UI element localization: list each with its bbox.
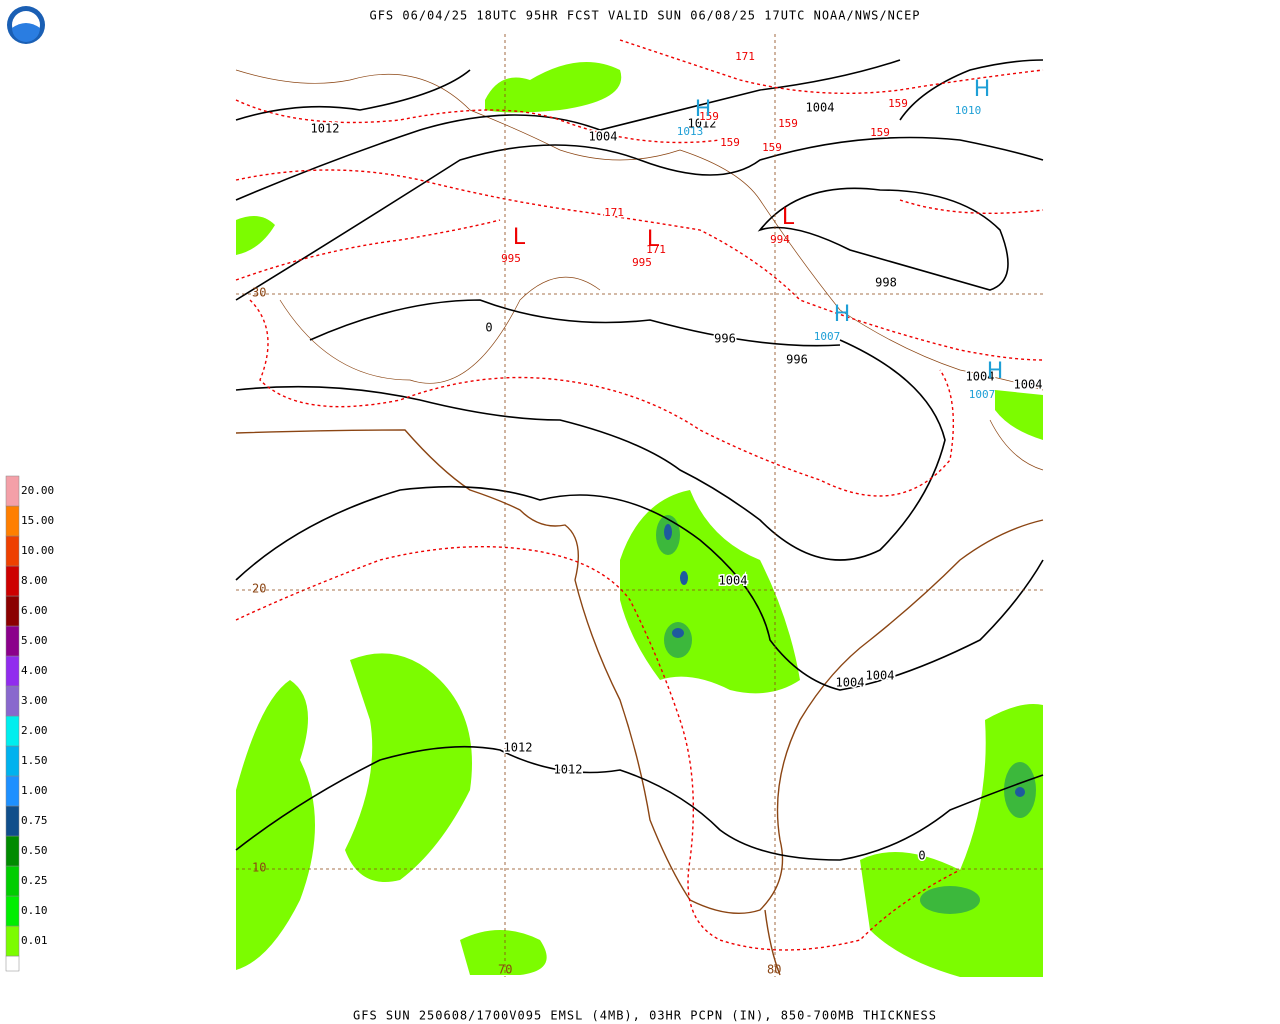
legend-label: 1.00: [21, 784, 48, 797]
legend-swatch: [5, 595, 20, 627]
high-value: 1010: [955, 104, 982, 117]
legend-label: 2.00: [21, 724, 48, 737]
high-value: 1007: [969, 388, 996, 401]
thickness-label: 159: [762, 141, 782, 154]
legend-label: 0.25: [21, 874, 48, 887]
legend-label: 0.75: [21, 814, 48, 827]
pressure-label: 1004: [589, 130, 618, 144]
noaa-logo: [7, 6, 45, 44]
legend-label: 0.10: [21, 904, 48, 917]
thickness-label: 171: [735, 50, 755, 63]
legend-swatch: [5, 865, 20, 897]
pressure-label: 0: [485, 321, 492, 335]
legend-swatch: [5, 835, 20, 867]
pressure-label: 0: [918, 849, 925, 863]
pressure-label: 1004: [836, 676, 865, 690]
pressure-label: 1004: [966, 370, 995, 384]
pressure-label: 998: [875, 276, 897, 290]
thickness-label: 171: [646, 243, 666, 256]
legend-label: 20.00: [21, 484, 54, 497]
legend-swatch: [5, 535, 20, 567]
low-symbol: L: [513, 225, 526, 250]
latitude-label: 10: [252, 861, 266, 875]
legend-label: 1.50: [21, 754, 48, 767]
pressure-label: 1004: [1014, 378, 1043, 392]
low-value: 994: [770, 233, 790, 246]
legend-swatch: [5, 955, 20, 972]
high-symbol: H: [695, 97, 712, 122]
thickness-label: 159: [870, 126, 890, 139]
pressure-label: 1012: [554, 763, 583, 777]
legend-swatch: [5, 565, 20, 597]
legend-label: 3.00: [21, 694, 48, 707]
thickness-label: 159: [888, 97, 908, 110]
pressure-label: 1012: [311, 122, 340, 136]
footer: GFS SUN 250608/1700V095 EMSL (4MB), 03HR…: [353, 1009, 937, 1023]
high-symbol: H: [834, 302, 851, 327]
legend: 0.01 0.10 0.25 0.50 0.75 1.00 1.50 2.00 3.00 4.00…: [5, 475, 54, 972]
legend-label: 4.00: [21, 664, 48, 677]
pressure-label: 1012: [688, 117, 717, 131]
low-value: 995: [501, 252, 521, 265]
pressure-label: 1004: [806, 101, 835, 115]
thickness-contours: [235, 39, 1044, 951]
legend-label: 0.01: [21, 934, 48, 947]
lat-lon-grid: [236, 34, 1043, 977]
legend-label: 10.00: [21, 544, 54, 557]
thickness-label: 159: [778, 117, 798, 130]
high-symbol: H: [987, 359, 1004, 384]
legend-swatch: [5, 775, 20, 807]
precipitation: [236, 62, 1043, 977]
thickness-label: 159: [699, 110, 719, 123]
low-symbol: L: [647, 227, 660, 252]
pressure-label: 1012: [504, 741, 533, 755]
legend-swatch: [5, 715, 20, 747]
low-symbol: L: [782, 205, 795, 230]
pressure-contours: [235, 59, 1044, 861]
high-value: 1007: [814, 330, 841, 343]
latitude-label: 30: [252, 286, 266, 300]
legend-label: 0.50: [21, 844, 48, 857]
pressure-label: 996: [786, 353, 808, 367]
legend-swatch: [5, 685, 20, 717]
legend-swatch: [5, 745, 20, 777]
pressure-label: 1004: [719, 574, 748, 588]
legend-swatch: [5, 805, 20, 837]
legend-swatch: [5, 895, 20, 927]
longitude-label: 70: [498, 963, 512, 977]
low-value: 995: [632, 256, 652, 269]
legend-swatch: [5, 655, 20, 687]
legend-swatch: [5, 625, 20, 657]
legend-label: 5.00: [21, 634, 48, 647]
latitude-label: 20: [252, 582, 266, 596]
legend-swatch: [5, 475, 20, 507]
thickness-label: 171: [604, 206, 624, 219]
thickness-label: 159: [720, 136, 740, 149]
legend-swatch: [5, 925, 20, 957]
longitude-label: 80: [767, 963, 781, 977]
high-symbol: H: [974, 77, 991, 102]
high-value: 1013: [677, 125, 704, 138]
coastline: [235, 69, 1044, 976]
legend-label: 15.00: [21, 514, 54, 527]
header: GFS 06/04/25 18UTC 95HR FCST VALID SUN 0…: [369, 9, 920, 23]
pressure-label: 996: [714, 332, 736, 346]
legend-swatch: [5, 505, 20, 537]
legend-label: 6.00: [21, 604, 48, 617]
pressure-label: 1004: [866, 669, 895, 683]
legend-label: 8.00: [21, 574, 48, 587]
